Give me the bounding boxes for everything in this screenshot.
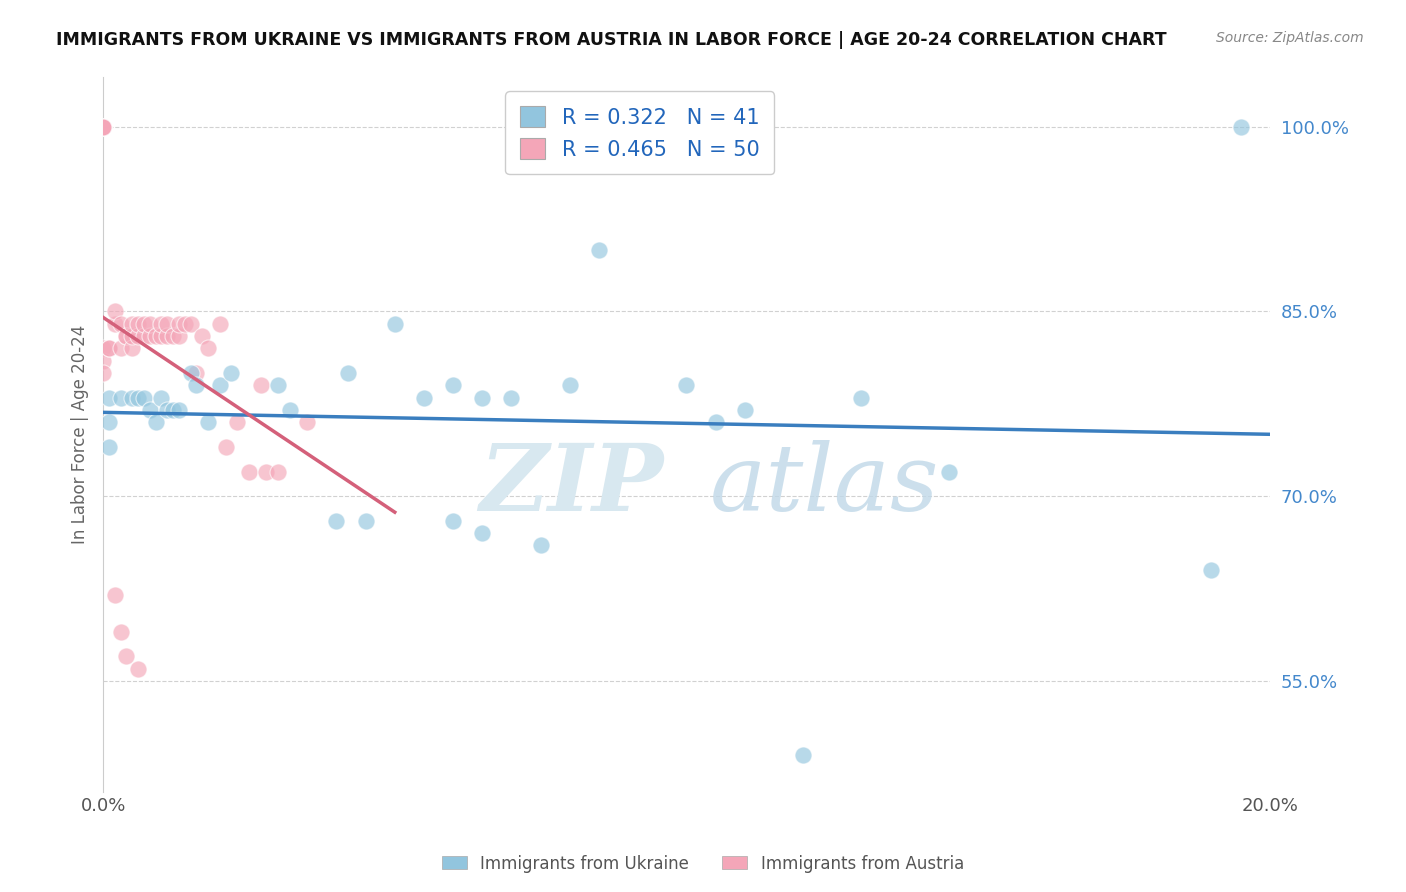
Point <box>115 329 138 343</box>
Point <box>97 342 120 356</box>
Point <box>529 538 551 552</box>
Point <box>115 649 138 664</box>
Point <box>150 317 173 331</box>
Point <box>104 304 127 318</box>
Legend: R = 0.322   N = 41, R = 0.465   N = 50: R = 0.322 N = 41, R = 0.465 N = 50 <box>506 91 775 175</box>
Point <box>851 391 873 405</box>
Point <box>214 440 236 454</box>
Point <box>91 366 114 380</box>
Point <box>1229 120 1251 134</box>
Point <box>413 391 436 405</box>
Point <box>191 329 214 343</box>
Point <box>278 403 301 417</box>
Point <box>127 329 149 343</box>
Point <box>675 378 697 392</box>
Point <box>267 465 290 479</box>
Point <box>91 120 114 134</box>
Point <box>588 243 610 257</box>
Point <box>127 317 149 331</box>
Point <box>97 415 120 429</box>
Y-axis label: In Labor Force | Age 20-24: In Labor Force | Age 20-24 <box>72 325 89 544</box>
Point <box>156 329 179 343</box>
Point <box>121 317 143 331</box>
Point <box>91 120 114 134</box>
Text: Source: ZipAtlas.com: Source: ZipAtlas.com <box>1216 31 1364 45</box>
Point <box>173 317 195 331</box>
Point <box>132 317 155 331</box>
Point <box>121 391 143 405</box>
Point <box>97 342 120 356</box>
Point <box>938 465 960 479</box>
Point <box>441 378 464 392</box>
Point <box>197 415 219 429</box>
Legend: Immigrants from Ukraine, Immigrants from Austria: Immigrants from Ukraine, Immigrants from… <box>436 848 970 880</box>
Point <box>267 378 290 392</box>
Point <box>471 391 494 405</box>
Point <box>104 317 127 331</box>
Text: IMMIGRANTS FROM UKRAINE VS IMMIGRANTS FROM AUSTRIA IN LABOR FORCE | AGE 20-24 CO: IMMIGRANTS FROM UKRAINE VS IMMIGRANTS FR… <box>56 31 1167 49</box>
Point <box>221 366 243 380</box>
Point <box>91 120 114 134</box>
Point <box>384 317 406 331</box>
Point <box>167 317 190 331</box>
Point <box>167 403 190 417</box>
Point <box>139 403 162 417</box>
Point <box>208 317 231 331</box>
Point <box>145 415 167 429</box>
Point <box>139 329 162 343</box>
Point <box>162 329 184 343</box>
Point <box>110 391 132 405</box>
Point <box>162 403 184 417</box>
Point <box>150 329 173 343</box>
Point <box>501 391 523 405</box>
Point <box>208 378 231 392</box>
Point <box>91 342 114 356</box>
Point <box>91 120 114 134</box>
Point <box>297 415 319 429</box>
Point <box>91 353 114 368</box>
Point <box>180 317 202 331</box>
Point <box>238 465 260 479</box>
Point <box>186 378 208 392</box>
Point <box>186 366 208 380</box>
Point <box>256 465 278 479</box>
Text: atlas: atlas <box>710 440 939 530</box>
Point <box>121 329 143 343</box>
Point <box>1201 563 1223 577</box>
Point <box>121 342 143 356</box>
Point <box>156 403 179 417</box>
Point <box>734 403 756 417</box>
Text: ZIP: ZIP <box>479 440 664 530</box>
Point <box>115 329 138 343</box>
Point <box>97 440 120 454</box>
Point <box>97 391 120 405</box>
Point <box>127 661 149 675</box>
Point <box>150 391 173 405</box>
Point <box>197 342 219 356</box>
Point <box>132 329 155 343</box>
Point <box>249 378 271 392</box>
Point <box>156 317 179 331</box>
Point <box>441 514 464 528</box>
Point <box>354 514 377 528</box>
Point <box>558 378 581 392</box>
Point <box>127 391 149 405</box>
Point <box>104 588 127 602</box>
Point <box>704 415 727 429</box>
Point <box>226 415 249 429</box>
Point <box>139 317 162 331</box>
Point <box>325 514 347 528</box>
Point <box>145 329 167 343</box>
Point <box>167 329 190 343</box>
Point <box>110 317 132 331</box>
Point <box>337 366 360 380</box>
Point <box>91 120 114 134</box>
Point <box>792 747 814 762</box>
Point <box>180 366 202 380</box>
Point <box>110 624 132 639</box>
Point <box>132 391 155 405</box>
Point <box>110 342 132 356</box>
Point <box>471 526 494 541</box>
